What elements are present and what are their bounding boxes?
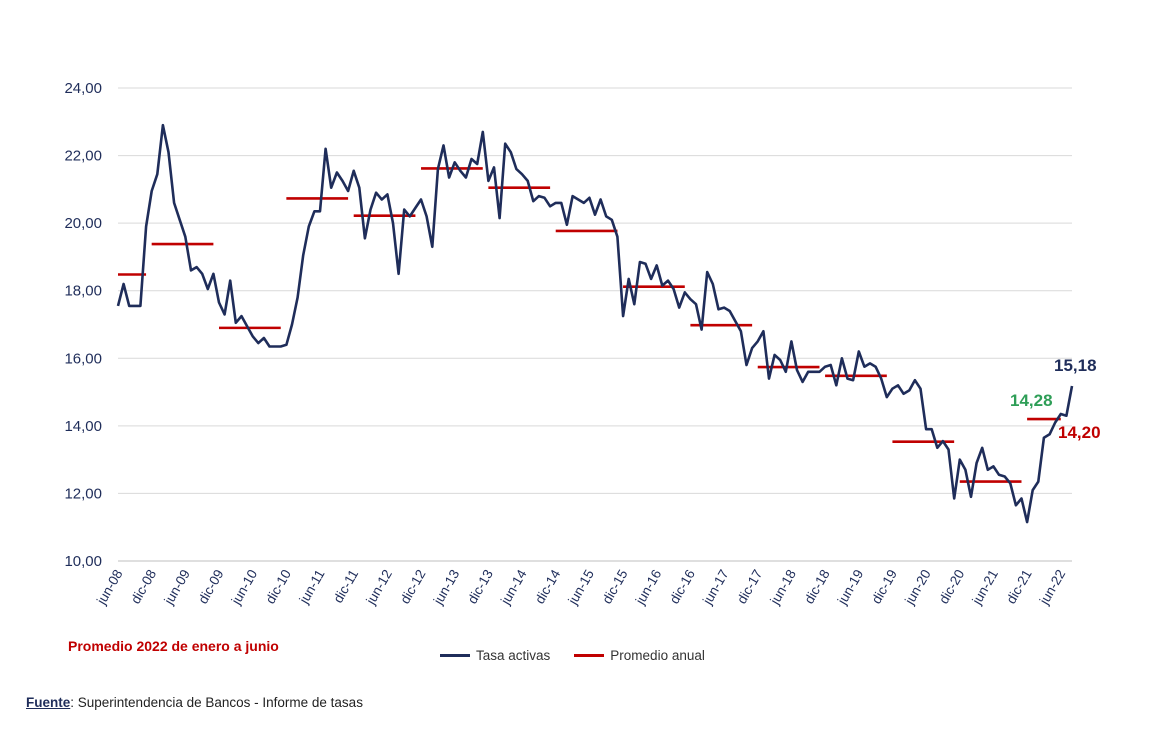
- gridlines: [118, 87, 1072, 494]
- x-tick-label: dic-10: [263, 567, 294, 606]
- annotation-last-value: 15,18: [1054, 356, 1097, 375]
- x-tick-label: dic-12: [397, 567, 428, 606]
- x-tick-label: jun-18: [767, 567, 799, 608]
- x-tick-label: jun-11: [296, 567, 328, 607]
- y-tick-label: 10,00: [64, 553, 102, 570]
- average-segments: [118, 167, 1061, 483]
- y-tick-label: 18,00: [64, 283, 102, 300]
- y-tick-label: 24,00: [64, 80, 102, 97]
- x-tick-label: jun-15: [565, 567, 597, 608]
- series-line-tasa-activas: [116, 123, 1074, 524]
- x-axis-ticks: jun-08 dic-08 jun-09 dic-09 jun-10 dic-10 jun-…: [93, 567, 1068, 608]
- legend-label-tasa-activas: Tasa activas: [476, 648, 551, 663]
- x-tick-label: jun-17: [699, 567, 731, 608]
- source-text: : Superintendencia de Bancos - Informe d…: [70, 695, 363, 710]
- annotation-average-value: 14,20: [1058, 423, 1101, 442]
- source-label: Fuente: [26, 695, 71, 710]
- x-tick-label: dic-08: [128, 567, 159, 606]
- x-tick-label: dic-17: [734, 567, 765, 606]
- x-tick-label: dic-13: [465, 567, 496, 606]
- x-tick-label: dic-20: [936, 567, 967, 606]
- x-tick-label: jun-21: [969, 567, 1001, 608]
- legend: Tasa activas Promedio anual: [440, 648, 729, 663]
- x-tick-label: jun-19: [834, 567, 866, 608]
- y-axis-ticks: 10,00 12,00 14,00 16,00 18,00 20,00 22,00 24,00: [64, 80, 102, 570]
- x-tick-label: dic-16: [667, 567, 698, 606]
- y-tick-label: 20,00: [64, 215, 102, 232]
- legend-swatch-series: [440, 654, 470, 657]
- legend-swatch-average: [574, 654, 605, 657]
- x-tick-label: dic-19: [869, 567, 900, 606]
- x-tick-label: dic-18: [801, 567, 832, 606]
- x-tick-label: dic-14: [532, 567, 564, 607]
- x-tick-label: dic-09: [195, 567, 226, 606]
- x-tick-label: jun-20: [901, 567, 933, 608]
- x-tick-label: dic-15: [599, 567, 630, 606]
- x-tick-label: jun-22: [1036, 567, 1068, 608]
- source-note: Fuente: Superintendencia de Bancos - Inf…: [26, 695, 363, 710]
- y-tick-label: 14,00: [64, 418, 102, 435]
- legend-item-promedio-anual: Promedio anual: [574, 648, 705, 663]
- x-tick-label: jun-16: [632, 567, 664, 608]
- line-chart: 10,00 12,00 14,00 16,00 18,00 20,00 22,00 24,00…: [64, 80, 1101, 608]
- x-tick-label: jun-08: [93, 567, 125, 608]
- y-tick-label: 22,00: [64, 148, 102, 165]
- x-tick-label: dic-21: [1003, 567, 1034, 606]
- y-tick-label: 16,00: [64, 350, 102, 367]
- y-tick-label: 12,00: [64, 485, 102, 502]
- average-note: Promedio 2022 de enero a junio: [68, 638, 279, 654]
- x-tick-label: jun-09: [161, 567, 193, 608]
- x-tick-label: jun-10: [228, 567, 260, 608]
- legend-label-promedio-anual: Promedio anual: [610, 648, 705, 663]
- x-tick-label: jun-12: [363, 567, 395, 608]
- x-tick-label: jun-13: [430, 567, 462, 608]
- x-tick-label: dic-11: [330, 567, 361, 605]
- x-tick-label: jun-14: [497, 567, 529, 608]
- annotation-green-value: 14,28: [1010, 391, 1053, 410]
- legend-item-tasa-activas: Tasa activas: [440, 648, 550, 663]
